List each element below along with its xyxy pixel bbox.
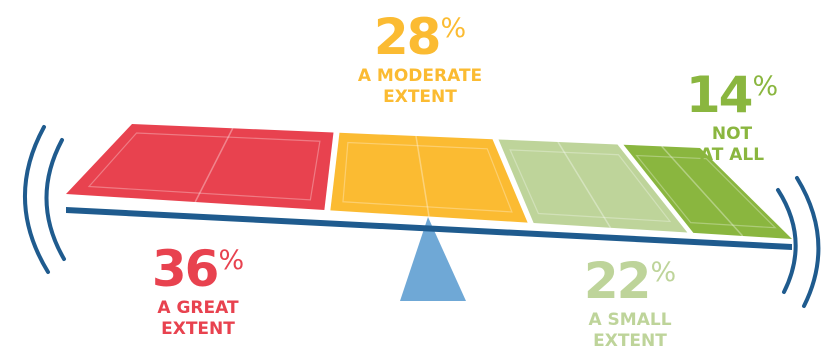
pitch-line bbox=[661, 145, 744, 237]
segment-a-small-extent bbox=[498, 139, 688, 233]
label-small-extent: 22% A SMALL EXTENT bbox=[560, 256, 700, 352]
category-moderate-extent: A MODERATE EXTENT bbox=[357, 66, 483, 107]
pitch-outline bbox=[635, 154, 777, 229]
segment-a-great-extent bbox=[66, 124, 334, 211]
label-not-at-all: 14% NOT AT ALL bbox=[672, 70, 792, 166]
label-great-extent: 36% A GREAT EXTENT bbox=[128, 244, 268, 340]
category-small-extent: A SMALL EXTENT bbox=[588, 310, 672, 351]
left-motion-arcs bbox=[22, 125, 66, 274]
pitch-outline bbox=[87, 132, 321, 201]
category-not-at-all: NOT AT ALL bbox=[699, 124, 765, 165]
right-arc-outer bbox=[795, 176, 821, 308]
value-not-at-all: 14% bbox=[685, 66, 779, 124]
segment-fill bbox=[498, 139, 688, 233]
left-arc-inner bbox=[44, 138, 66, 261]
right-arc-inner bbox=[776, 188, 798, 294]
segment-a-moderate-extent bbox=[330, 132, 528, 223]
pitch-line bbox=[415, 135, 430, 217]
value-small-extent: 22% bbox=[583, 252, 677, 310]
category-great-extent: A GREAT EXTENT bbox=[157, 298, 239, 339]
pitch-line bbox=[194, 127, 234, 203]
segment-fill bbox=[623, 144, 792, 239]
pitch-outline bbox=[342, 141, 513, 213]
value-great-extent: 36% bbox=[151, 240, 245, 298]
segment-fill bbox=[330, 132, 528, 223]
pitch-line bbox=[557, 141, 612, 229]
segment-fill bbox=[66, 124, 334, 211]
label-moderate-extent: 28% A MODERATE EXTENT bbox=[330, 12, 510, 108]
seesaw-pivot bbox=[400, 217, 466, 301]
pitch-outline bbox=[509, 149, 672, 223]
left-arc-outer bbox=[22, 125, 50, 274]
segment-not-at-all bbox=[623, 144, 792, 239]
right-motion-arcs bbox=[776, 176, 821, 308]
seesaw-beam bbox=[66, 207, 792, 250]
value-moderate-extent: 28% bbox=[373, 8, 467, 66]
